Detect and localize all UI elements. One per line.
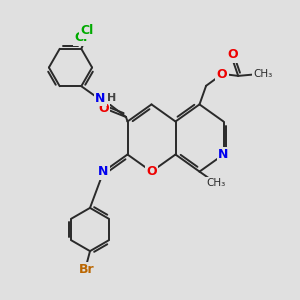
Text: N: N	[98, 165, 109, 178]
Text: O: O	[98, 101, 109, 115]
Text: O: O	[216, 68, 227, 81]
Text: N: N	[218, 148, 229, 161]
Text: O: O	[146, 165, 157, 178]
Text: O: O	[146, 165, 157, 178]
Text: O: O	[98, 101, 109, 115]
Text: N: N	[95, 92, 106, 105]
Text: Br: Br	[79, 263, 95, 276]
Text: N: N	[218, 148, 229, 161]
Text: CH₃: CH₃	[206, 178, 226, 188]
Text: Cl: Cl	[80, 24, 93, 37]
Text: O: O	[227, 48, 238, 62]
Text: CH₃: CH₃	[254, 69, 273, 80]
Text: N: N	[98, 165, 109, 178]
Text: Br: Br	[79, 263, 95, 276]
Text: O: O	[227, 48, 238, 62]
Text: N: N	[95, 92, 106, 105]
Text: O: O	[216, 68, 227, 81]
Text: H: H	[107, 93, 116, 103]
Text: Cl: Cl	[80, 24, 93, 37]
Text: H: H	[107, 93, 116, 103]
Text: Cl: Cl	[75, 32, 88, 44]
